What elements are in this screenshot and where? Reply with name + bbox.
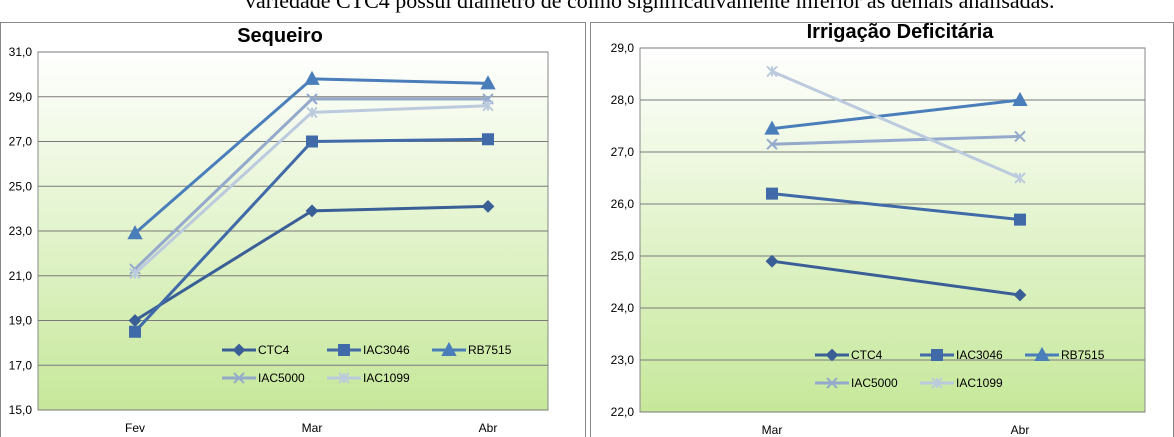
marker	[765, 254, 779, 268]
marker	[1014, 130, 1026, 143]
y-tick-label: 23,0	[9, 224, 33, 238]
x-tick-label: Mar	[762, 423, 783, 437]
legend-label: IAC1099	[956, 376, 1003, 390]
series-line	[771, 98, 1021, 131]
y-tick-label: 31,0	[9, 45, 33, 59]
marker	[931, 349, 943, 361]
marker	[766, 187, 778, 200]
y-tick-label: 27,0	[9, 135, 33, 149]
marker	[129, 267, 141, 280]
legend-label: RB7515	[1061, 348, 1105, 362]
x-tick-label: Abr	[1011, 423, 1030, 437]
chart-title: Irrigação Deficitária	[807, 21, 995, 43]
marker	[127, 225, 143, 240]
legend-label: RB7515	[468, 343, 512, 357]
y-tick-label: 21,0	[9, 269, 33, 283]
legend-label: IAC3046	[956, 348, 1003, 362]
marker	[304, 70, 320, 85]
x-tick-label: Abr	[479, 421, 498, 435]
marker	[1012, 91, 1028, 106]
legend-label: IAC3046	[363, 343, 410, 357]
legend-label: IAC1099	[363, 371, 410, 385]
marker	[232, 343, 246, 357]
marker	[1014, 213, 1026, 226]
header-text: variedade CTC4 possui diâmetro de colmo …	[245, 0, 1054, 13]
marker	[305, 204, 319, 218]
marker	[481, 199, 495, 213]
marker	[826, 377, 838, 389]
marker	[233, 372, 245, 384]
marker	[129, 325, 141, 338]
marker	[764, 120, 780, 135]
y-tick-label: 27,0	[611, 145, 635, 159]
marker	[128, 314, 142, 327]
series-line	[771, 70, 1021, 180]
marker	[441, 341, 457, 356]
chart-title: Sequeiro	[237, 25, 323, 47]
y-tick-label: 28,0	[611, 93, 635, 107]
marker	[825, 348, 839, 362]
legend-label: CTC4	[258, 343, 290, 357]
marker	[931, 377, 943, 389]
marker	[338, 372, 350, 384]
y-tick-label: 25,0	[9, 179, 33, 193]
series-line	[771, 259, 1021, 297]
marker	[306, 106, 318, 119]
y-tick-label: 29,0	[9, 90, 33, 104]
y-tick-label: 17,0	[9, 358, 33, 372]
marker	[766, 138, 778, 150]
y-tick-label: 24,0	[611, 301, 635, 315]
plot-area	[639, 47, 1146, 413]
marker	[1014, 172, 1026, 184]
y-tick-label: 26,0	[611, 197, 635, 211]
y-tick-label: 29,0	[611, 41, 635, 55]
legend-label: IAC5000	[851, 376, 898, 390]
marker	[306, 93, 318, 105]
series-line	[771, 134, 1021, 146]
legend-label: CTC4	[851, 348, 883, 362]
legend-label: IAC5000	[258, 371, 305, 385]
y-tick-label: 19,0	[9, 314, 33, 328]
y-tick-label: 23,0	[611, 353, 635, 367]
y-tick-label: 15,0	[9, 403, 33, 417]
series-line	[771, 192, 1021, 222]
y-tick-label: 22,0	[611, 405, 635, 419]
marker	[766, 65, 778, 78]
marker	[482, 99, 494, 112]
marker	[480, 75, 496, 90]
x-tick-label: Fev	[125, 421, 145, 435]
marker	[338, 344, 350, 356]
x-tick-label: Mar	[302, 421, 323, 435]
y-tick-label: 25,0	[611, 249, 635, 263]
marker	[1013, 288, 1027, 302]
marker	[482, 133, 494, 146]
marker	[1034, 346, 1050, 361]
marker	[306, 135, 318, 148]
